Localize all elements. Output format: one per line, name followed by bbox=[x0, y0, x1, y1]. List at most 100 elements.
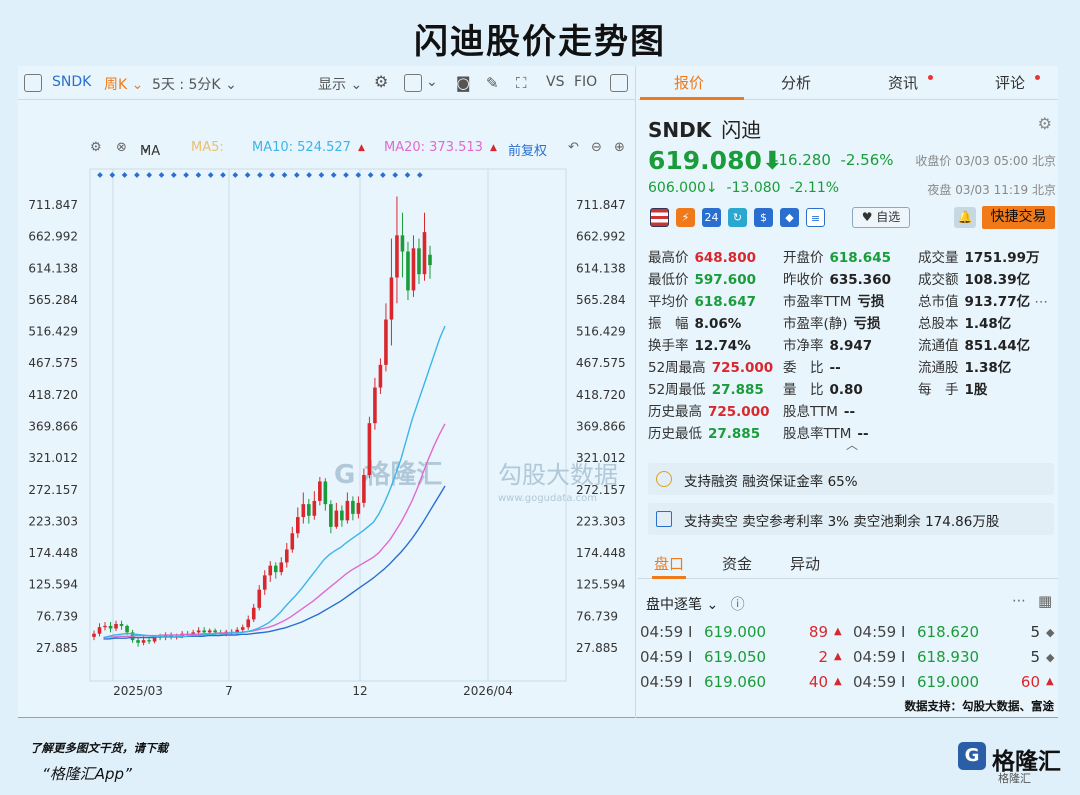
tab-analysis[interactable]: 分析 bbox=[781, 74, 812, 92]
y-tick-label-right: 76.739 bbox=[576, 609, 618, 623]
stats-col3-item: 流通值 851.44亿 bbox=[918, 334, 1030, 354]
event-marker bbox=[318, 172, 325, 178]
quick-trade-button[interactable]: 快捷交易 bbox=[982, 206, 1055, 229]
candle-body bbox=[351, 500, 355, 514]
y-tick-label-left: 516.429 bbox=[28, 325, 78, 339]
tab-news[interactable]: 资讯 bbox=[888, 74, 919, 92]
up-arrow-icon: ▲ bbox=[834, 676, 842, 687]
night-session-time: 夜盘 03/03 11:19 北京 bbox=[927, 183, 1056, 197]
candle-body bbox=[384, 319, 388, 365]
stats-col2-item: 市净率 8.947 bbox=[783, 334, 872, 354]
stat-value: 1.48亿 bbox=[964, 316, 1012, 332]
tick-header[interactable]: 盘中逐笔 ⌄ ⓘ bbox=[646, 597, 745, 613]
range-selector[interactable]: 5天 : 5分K ⌄ bbox=[152, 77, 237, 93]
candlestick-chart[interactable]: 711.847 711.847 662.992 662.992 614.138 614.1… bbox=[18, 161, 636, 701]
ma20-up-icon: ▲ bbox=[490, 143, 497, 153]
candle-body bbox=[334, 510, 339, 527]
tab-orderbook[interactable]: 盘口 bbox=[654, 555, 685, 573]
24h-icon[interactable]: 24 bbox=[702, 208, 721, 227]
display-menu[interactable]: 显示 ⌄ bbox=[318, 77, 363, 93]
y-tick-label-left: 76.739 bbox=[36, 609, 78, 623]
event-marker bbox=[134, 172, 140, 178]
period-selector[interactable]: 周K ⌄ bbox=[104, 77, 144, 93]
stat-value: -- bbox=[829, 360, 841, 376]
y-tick-label-left: 174.448 bbox=[28, 546, 78, 560]
event-marker bbox=[158, 172, 165, 178]
chevron-down-icon[interactable]: ⌄ bbox=[426, 74, 438, 90]
y-tick-label-right: 565.284 bbox=[576, 293, 626, 307]
ticker-label[interactable]: SNDK bbox=[52, 74, 92, 90]
stats-col1-item: 最高价 648.800 bbox=[648, 246, 756, 266]
stock-panel: SNDK 周K ⌄ 5天 : 5分K ⌄ 显示 ⌄ ⚙ ⌄ ◙ ✎ ⛶ VS F… bbox=[18, 66, 1058, 718]
sidebar-toggle-icon[interactable] bbox=[24, 74, 42, 92]
event-marker bbox=[293, 172, 300, 178]
rectangle-tool-icon[interactable] bbox=[404, 74, 422, 92]
fio-button[interactable]: FIO bbox=[574, 74, 598, 90]
candle-body bbox=[246, 619, 251, 628]
document-icon[interactable]: ≡ bbox=[806, 208, 825, 227]
active-tab-underline bbox=[640, 97, 744, 100]
y-tick-label-right: 321.012 bbox=[576, 451, 626, 465]
short-info[interactable]: 支持卖空 卖空参考利率 3% 卖空池剩余 174.86万股 bbox=[648, 503, 1054, 535]
ma10-up-icon: ▲ bbox=[358, 143, 365, 153]
info-icon[interactable]: ⓘ bbox=[730, 597, 745, 613]
zoom-out-icon[interactable]: ⊖ bbox=[591, 140, 602, 155]
camera-icon[interactable]: ◙ bbox=[456, 74, 471, 92]
stat-value: 8.06% bbox=[694, 316, 742, 332]
event-marker bbox=[195, 172, 202, 178]
trade-price: 619.060 bbox=[704, 673, 767, 691]
more-icon[interactable]: ⋯ bbox=[1012, 593, 1026, 609]
tab-comments[interactable]: 评论 bbox=[995, 74, 1026, 92]
ma-selector[interactable]: MA ⌄ bbox=[140, 140, 161, 159]
event-marker bbox=[306, 172, 312, 178]
margin-info[interactable]: 支持融资 融资保证金率 65% bbox=[648, 463, 1054, 495]
quote-tabs: 报价 分析 资讯 评论 bbox=[638, 66, 1058, 100]
zoom-in-icon[interactable]: ⊕ bbox=[614, 140, 625, 155]
grid-icon[interactable]: ▦ bbox=[1038, 592, 1053, 610]
ma20-label: MA20: 373.513 bbox=[384, 140, 483, 155]
refresh-icon[interactable]: ↻ bbox=[728, 208, 747, 227]
stat-value: 27.885 bbox=[708, 426, 761, 442]
stat-label: 股息率TTM bbox=[783, 426, 852, 442]
close-circle-icon[interactable]: ⊗ bbox=[116, 140, 127, 155]
tag-icon[interactable]: ◆ bbox=[780, 208, 799, 227]
flash-icon[interactable]: ⚡ bbox=[676, 208, 695, 227]
tab-funds[interactable]: 资金 bbox=[722, 555, 753, 573]
stat-label: 最低价 bbox=[648, 272, 689, 288]
settings-small-icon[interactable]: ⚙ bbox=[90, 140, 102, 155]
trade-price: 619.050 bbox=[704, 648, 767, 666]
stat-label: 成交额 bbox=[918, 272, 959, 288]
adjust-selector[interactable]: 前复权 bbox=[508, 144, 548, 159]
candle-body bbox=[345, 500, 350, 521]
chevron-up-icon[interactable]: ︿ bbox=[846, 438, 859, 452]
trade-row: 04:59 I 619.050 2 ▲ 04:59 I 618.930 5 ◆ bbox=[638, 648, 1058, 670]
more-icon[interactable]: ⋯ bbox=[1030, 294, 1048, 310]
stats-col3-item: 流通股 1.38亿 bbox=[918, 356, 1011, 376]
candle-body bbox=[152, 636, 157, 642]
page-title: 闪迪股价走势图 bbox=[414, 22, 666, 62]
tab-quote[interactable]: 报价 bbox=[674, 74, 705, 92]
dollar-icon[interactable]: $ bbox=[754, 208, 773, 227]
pen-icon[interactable]: ✎ bbox=[486, 74, 499, 92]
tab-movement[interactable]: 异动 bbox=[790, 555, 821, 573]
candle-body bbox=[92, 633, 96, 637]
candle-body bbox=[329, 504, 333, 527]
footer-hint: 了解更多图文干货，请下载 bbox=[30, 741, 168, 755]
stat-value: 亏损 bbox=[857, 294, 885, 310]
candle-body bbox=[395, 235, 399, 278]
y-tick-label-right: 272.157 bbox=[576, 483, 626, 497]
candle-body bbox=[312, 500, 317, 516]
trade-row: 04:59 I 619.060 40 ▲ 04:59 I 619.000 60 ▲ bbox=[638, 673, 1058, 695]
settings-icon-right[interactable]: ⚙ bbox=[1037, 114, 1052, 133]
watchlist-button[interactable]: ♥ 自选 bbox=[852, 207, 910, 228]
candle-body bbox=[273, 565, 278, 573]
candle-body bbox=[290, 533, 295, 550]
vs-button[interactable]: VS bbox=[546, 74, 565, 90]
fullscreen-icon[interactable]: ⛶ bbox=[516, 74, 527, 92]
settings-icon[interactable]: ⚙ bbox=[374, 72, 389, 91]
panel-toggle-icon[interactable] bbox=[610, 74, 628, 92]
ticker-symbol: SNDK bbox=[648, 118, 712, 142]
bell-icon[interactable]: 🔔 bbox=[954, 207, 976, 228]
stock-ticker: SNDK 闪迪 bbox=[648, 114, 761, 143]
undo-icon[interactable]: ↶ bbox=[568, 140, 579, 155]
